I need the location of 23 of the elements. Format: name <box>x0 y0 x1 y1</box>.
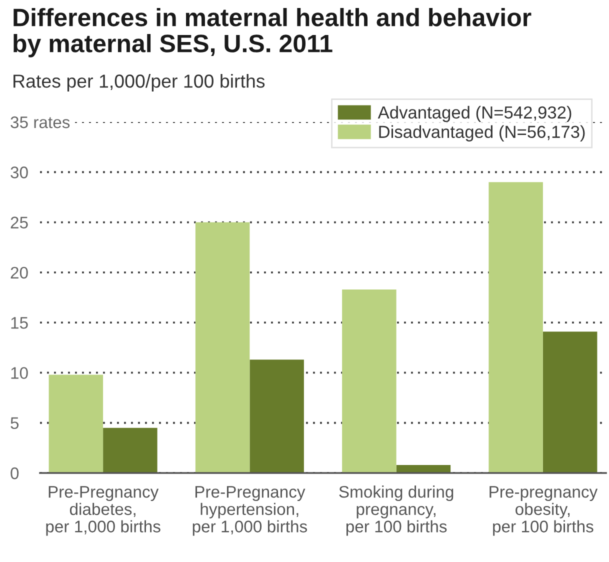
y-tick-label: 25 <box>10 216 28 228</box>
x-tick-label: Pre-Pregnancy diabetes, per 1,000 births <box>46 486 160 536</box>
y-tick-label: 15 <box>11 317 28 329</box>
x-tick-label: Pre-Pregnancy hypertension, per 1,000 births <box>192 486 307 536</box>
legend-label: Disadvantaged (N=56,173) <box>379 125 585 142</box>
bar <box>542 332 598 473</box>
bar <box>250 360 304 473</box>
x-tick-label: Smoking during pregnancy, per 100 births <box>339 486 454 536</box>
chart-title: Differences in maternal health and behavior by maternal SES, U.S. 2011 <box>14 8 532 58</box>
x-tick-label: Pre-pregnancy obesity, per 100 births <box>490 486 598 536</box>
bar <box>48 374 104 473</box>
chart-subtitle: Rates per 1,000/per 100 births <box>14 74 265 92</box>
y-tick-label: 30 <box>10 166 28 178</box>
y-tick-label: 10 <box>11 367 28 379</box>
y-tick-label: 5 <box>10 417 19 430</box>
legend-label: Advantaged (N=542,932) <box>378 106 572 122</box>
y-tick-label: 35 rates <box>10 116 70 128</box>
y-tick-label: 20 <box>10 266 28 279</box>
bar <box>195 222 250 473</box>
bar <box>342 289 396 473</box>
y-tick-label: 0 <box>10 467 19 480</box>
bar <box>103 428 158 473</box>
bar <box>488 182 543 473</box>
